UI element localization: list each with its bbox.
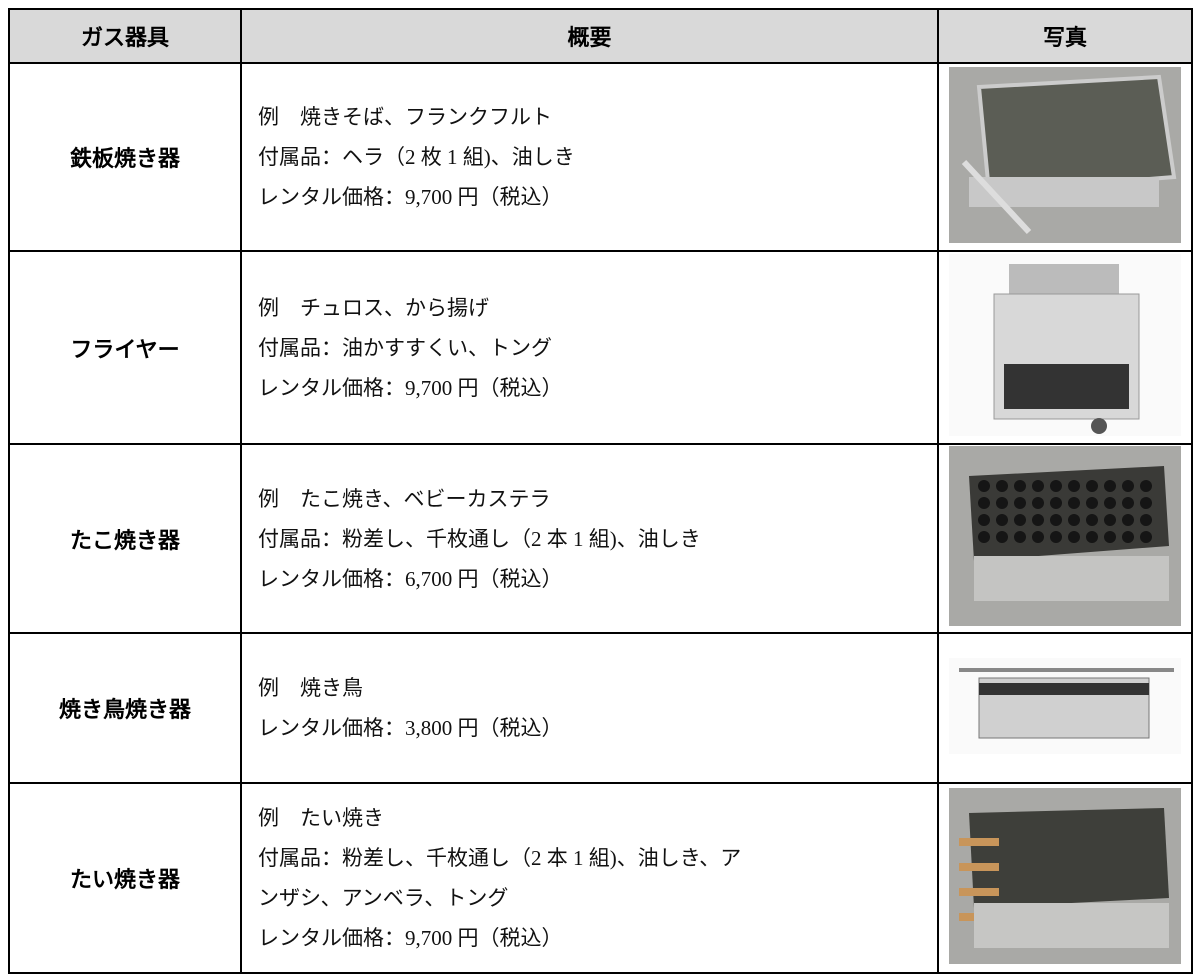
photo-cell bbox=[937, 632, 1193, 784]
description-line: 例 たこ焼き、ベビーカステラ bbox=[258, 486, 551, 511]
description: 例 焼きそば、フランクフルト 付属品：ヘラ（2 枚 1 組)、油しき レンタル価格：… bbox=[240, 62, 939, 252]
table-row: たい焼き器例 たい焼き付属品：粉差し、千枚通し（2 本 1 組)、油しき、ア ンザ… bbox=[8, 782, 1193, 974]
table-row: たこ焼き器例 たこ焼き、ベビーカステラ付属品：粉差し、千枚通し（2 本 1 組)… bbox=[8, 443, 1193, 634]
header-row: ガス器具 概要 写真 bbox=[8, 8, 1193, 64]
description: 例 たこ焼き、ベビーカステラ付属品：粉差し、千枚通し（2 本 1 組)、油しきレ… bbox=[240, 443, 939, 634]
photo-cell bbox=[937, 250, 1193, 445]
photo bbox=[949, 446, 1181, 626]
description: 例 焼き鳥レンタル価格：3,800 円（税込） bbox=[240, 632, 939, 784]
description-line: 付属品：粉差し、千枚通し（2 本 1 組)、油しき bbox=[258, 526, 701, 551]
description-line: ンザシ、アンベラ、トング bbox=[258, 886, 509, 910]
photo bbox=[949, 787, 1181, 964]
table-row: フライヤー例 チュロス、から揚げ付属品：油かすすくい、トング レンタル価格：9,7… bbox=[8, 250, 1193, 445]
description-line: 付属品：粉差し、千枚通し（2 本 1 組)、油しき、ア bbox=[258, 846, 742, 870]
equipment-name: 鉄板焼き器 bbox=[8, 62, 242, 252]
table-row: 焼き鳥焼き器例 焼き鳥レンタル価格：3,800 円（税込） bbox=[8, 632, 1193, 784]
header-cell: 概要 bbox=[240, 8, 939, 64]
photo-cell bbox=[937, 443, 1193, 634]
table-row: 鉄板焼き器例 焼きそば、フランクフルト 付属品：ヘラ（2 枚 1 組)、油しき レン… bbox=[8, 62, 1193, 252]
equipment-name: たい焼き器 bbox=[8, 782, 242, 974]
description-line: 付属品：ヘラ（2 枚 1 組)、油しき bbox=[258, 145, 575, 169]
equipment-name: 焼き鳥焼き器 bbox=[8, 632, 242, 784]
photo bbox=[949, 254, 1181, 436]
description: 例 たい焼き付属品：粉差し、千枚通し（2 本 1 組)、油しき、ア ンザシ、アンベ… bbox=[240, 782, 939, 974]
description: 例 チュロス、から揚げ付属品：油かすすくい、トング レンタル価格：9,700 円（… bbox=[240, 250, 939, 445]
equipment-table: ガス器具 概要 写真 鉄板焼き器例 焼きそば、フランクフルト 付属品：ヘラ（2 枚… bbox=[8, 8, 1193, 974]
equipment-name: フライヤー bbox=[8, 250, 242, 445]
equipment-name: たこ焼き器 bbox=[8, 443, 242, 634]
photo-cell bbox=[937, 782, 1193, 974]
photo bbox=[949, 657, 1181, 754]
photo-cell bbox=[937, 62, 1193, 252]
description-line: レンタル価格：6,700 円（税込） bbox=[258, 566, 563, 591]
description-line: レンタル価格：9,700 円（税込） bbox=[258, 185, 563, 209]
header-cell: ガス器具 bbox=[8, 8, 242, 64]
header-cell: 写真 bbox=[937, 8, 1193, 64]
description-line: 例 たい焼き bbox=[258, 806, 384, 830]
photo bbox=[949, 66, 1181, 243]
description-line: 付属品：油かすすくい、トング bbox=[258, 335, 552, 360]
description-line: レンタル価格：3,800 円（税込） bbox=[258, 716, 563, 740]
description-line: レンタル価格：9,700 円（税込） bbox=[258, 926, 563, 950]
description-line: 例 チュロス、から揚げ bbox=[258, 295, 489, 320]
description-line: レンタル価格：9,700 円（税込） bbox=[258, 375, 563, 400]
description-line: 例 焼き鳥 bbox=[258, 676, 363, 700]
description-line: 例 焼きそば、フランクフルト bbox=[258, 105, 552, 129]
